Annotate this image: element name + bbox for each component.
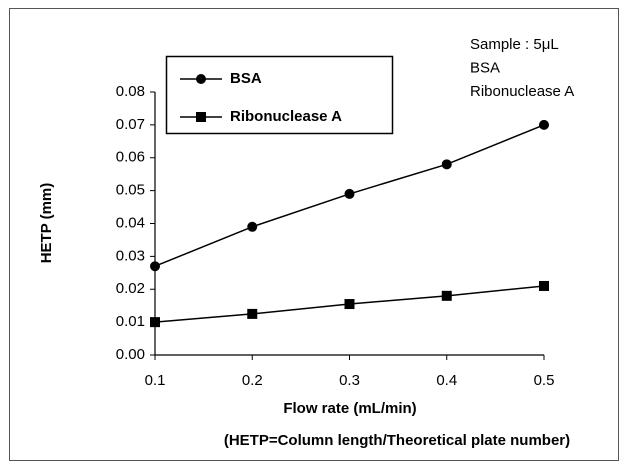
x-tick-label: 0.3 [339, 372, 360, 389]
x-axis-label: Flow rate (mL/min) [283, 400, 416, 417]
data-point [247, 308, 258, 319]
y-tick-label: 0.06 [116, 149, 145, 166]
footnote: (HETP=Column length/Theoretical plate nu… [224, 432, 570, 449]
y-tick-label: 0.03 [116, 247, 145, 264]
x-tick-label: 0.5 [534, 372, 555, 389]
legend-marker [196, 74, 206, 84]
data-point [150, 317, 160, 328]
data-point [441, 159, 452, 170]
y-tick-label: 0.05 [116, 182, 145, 199]
annotation: BSA [470, 59, 500, 76]
legend-marker [196, 112, 206, 122]
data-point [344, 188, 355, 199]
annotation: Ribonuclease A [470, 83, 574, 100]
x-tick-label: 0.4 [436, 372, 457, 389]
data-point [344, 299, 355, 310]
data-point [539, 280, 549, 291]
data-point [441, 290, 452, 301]
legend-label: BSA [230, 70, 262, 87]
y-tick-label: 0.02 [116, 280, 145, 297]
data-point [539, 119, 549, 130]
y-tick-label: 0.00 [116, 346, 145, 363]
x-tick-label: 0.2 [242, 372, 263, 389]
y-tick-label: 0.08 [116, 83, 145, 100]
y-tick-label: 0.04 [116, 214, 145, 231]
data-point [247, 221, 258, 232]
y-tick-label: 0.01 [116, 313, 145, 330]
legend-label: Ribonuclease A [230, 108, 342, 125]
y-axis-label: HETP (mm) [38, 183, 55, 264]
x-tick-label: 0.1 [145, 372, 166, 389]
data-point [150, 261, 160, 272]
annotation: Sample : 5μL [470, 36, 559, 53]
y-tick-label: 0.07 [116, 116, 145, 133]
